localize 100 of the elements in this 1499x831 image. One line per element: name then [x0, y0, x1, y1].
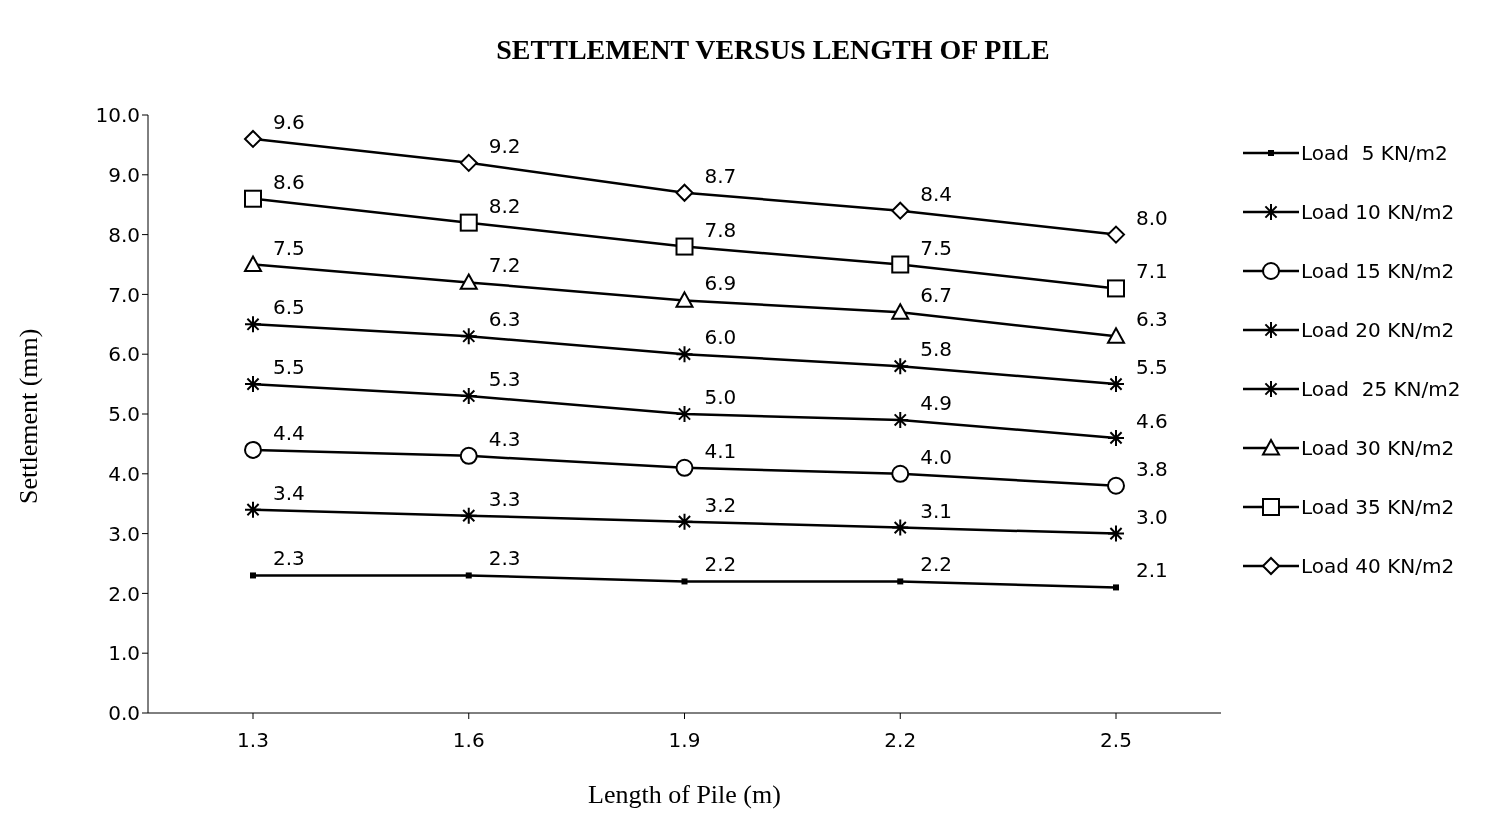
- point: [891, 303, 910, 320]
- data-label: 2.2: [704, 552, 737, 577]
- data-label: 7.8: [704, 217, 737, 242]
- legend-label: Load 40 KN/m2: [1301, 553, 1455, 578]
- point: [675, 237, 694, 256]
- data-label: 3.3: [488, 486, 521, 511]
- legend-label: Load 10 KN/m2: [1301, 199, 1455, 224]
- point: [244, 440, 262, 459]
- data-label: 9.2: [488, 133, 521, 158]
- data-label: 7.2: [488, 253, 521, 278]
- point: [891, 201, 910, 220]
- data-label: 2.3: [273, 546, 305, 571]
- data-label: 6.7: [920, 283, 953, 308]
- point: [244, 500, 262, 519]
- point: [675, 512, 694, 531]
- data-label: 7.5: [920, 235, 953, 260]
- point: [1107, 225, 1125, 244]
- data-label: 5.8: [920, 337, 953, 362]
- y-tick-label: 10.0: [95, 103, 140, 128]
- y-tick-label: 7.0: [108, 282, 140, 307]
- point: [244, 129, 262, 148]
- data-label: 6.3: [488, 307, 521, 332]
- point: [459, 153, 478, 172]
- data-label: 3.8: [1136, 456, 1168, 481]
- point: [1107, 327, 1125, 344]
- data-label: 2.3: [488, 546, 521, 571]
- data-label: 6.3: [1136, 307, 1168, 332]
- point: [250, 572, 256, 579]
- x-tick-label: 1.6: [452, 728, 485, 753]
- point: [244, 375, 262, 394]
- y-tick-label: 9.0: [108, 162, 140, 187]
- data-label: 9.6: [273, 109, 305, 134]
- legend-label: Load 5 KN/m2: [1301, 140, 1448, 165]
- data-label: 4.3: [488, 426, 521, 451]
- data-label: 4.6: [1136, 408, 1168, 433]
- point: [1107, 428, 1125, 447]
- data-label: 4.4: [273, 420, 305, 445]
- y-tick-label: 1.0: [108, 641, 140, 666]
- data-label: 5.3: [488, 367, 521, 392]
- point: [681, 578, 688, 585]
- point: [459, 327, 478, 346]
- data-label: 5.5: [273, 355, 305, 380]
- data-label: 4.0: [920, 444, 953, 469]
- data-label: 3.4: [273, 480, 305, 505]
- legend-label: Load 20 KN/m2: [1301, 317, 1455, 342]
- point: [891, 464, 910, 483]
- point: [244, 189, 262, 208]
- data-label: 8.2: [488, 193, 521, 218]
- point: [1107, 476, 1125, 495]
- point: [459, 273, 478, 290]
- data-label: 4.9: [920, 390, 953, 415]
- point: [1107, 524, 1125, 543]
- data-label: 7.5: [273, 235, 305, 260]
- point: [459, 506, 478, 525]
- y-tick-label: 4.0: [108, 461, 140, 486]
- point: [459, 387, 478, 406]
- y-tick-label: 3.0: [108, 521, 140, 546]
- point: [1113, 584, 1119, 591]
- data-label: 8.7: [704, 163, 737, 188]
- point: [465, 572, 472, 579]
- legend-label: Load 15 KN/m2: [1301, 258, 1455, 283]
- point: [459, 213, 478, 232]
- point: [897, 578, 904, 585]
- data-label: 4.1: [704, 438, 737, 463]
- y-tick-label: 8.0: [108, 222, 140, 247]
- data-label: 5.0: [704, 385, 737, 409]
- data-label: 6.5: [273, 295, 305, 320]
- data-label: 2.2: [920, 552, 953, 577]
- point: [1107, 279, 1125, 298]
- y-axis-title: Settlement (mm): [14, 328, 44, 504]
- data-label: 8.4: [920, 181, 953, 206]
- point: [459, 446, 478, 465]
- x-tick-label: 1.3: [237, 728, 269, 753]
- point: [891, 255, 910, 274]
- y-tick-label: 5.0: [108, 402, 140, 427]
- data-label: 3.0: [1136, 504, 1168, 529]
- x-tick-label: 2.5: [1100, 728, 1132, 753]
- point: [891, 518, 910, 537]
- data-label: 6.9: [704, 271, 737, 296]
- x-tick-label: 1.9: [668, 728, 701, 753]
- point: [675, 183, 694, 202]
- legend-label: Load 25 KN/m2: [1301, 376, 1461, 401]
- y-tick-label: 2.0: [108, 581, 140, 606]
- data-label: 8.6: [273, 169, 305, 194]
- legend-label: Load 30 KN/m2: [1301, 435, 1455, 460]
- data-label: 6.0: [704, 325, 737, 350]
- data-label: 3.2: [704, 492, 737, 517]
- y-tick-label: 6.0: [108, 342, 140, 367]
- point: [244, 255, 262, 272]
- data-label: 2.1: [1136, 558, 1168, 583]
- point: [675, 291, 694, 308]
- x-tick-label: 2.2: [884, 728, 917, 753]
- data-label: 7.1: [1136, 259, 1168, 284]
- point: [1107, 375, 1125, 394]
- x-axis-title: Length of Pile (m): [588, 780, 781, 809]
- point: [891, 357, 910, 376]
- legend-label: Load 35 KN/m2: [1301, 494, 1455, 519]
- data-label: 5.5: [1136, 355, 1168, 380]
- data-label: 3.1: [920, 498, 953, 523]
- data-label: 8.0: [1136, 205, 1168, 230]
